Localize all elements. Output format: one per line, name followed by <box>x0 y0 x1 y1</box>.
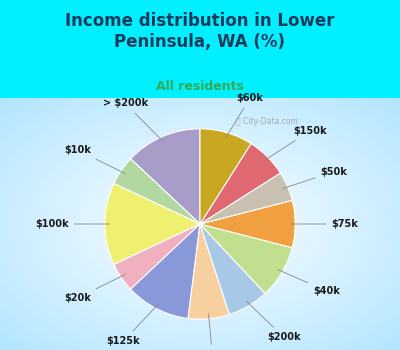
Text: $125k: $125k <box>107 304 158 346</box>
Text: All residents: All residents <box>156 79 244 93</box>
Text: ⓘ City-Data.com: ⓘ City-Data.com <box>236 117 298 126</box>
Text: Income distribution in Lower
Peninsula, WA (%): Income distribution in Lower Peninsula, … <box>65 12 335 51</box>
Text: $10k: $10k <box>64 145 125 174</box>
Text: $75k: $75k <box>290 219 358 229</box>
Wedge shape <box>200 173 292 224</box>
Wedge shape <box>200 224 265 315</box>
Wedge shape <box>131 129 200 224</box>
Wedge shape <box>114 159 200 224</box>
Wedge shape <box>114 224 200 289</box>
Wedge shape <box>131 224 200 318</box>
Text: $50k: $50k <box>283 167 348 188</box>
Wedge shape <box>105 183 200 265</box>
Text: $100k: $100k <box>35 219 110 229</box>
Wedge shape <box>200 144 280 224</box>
Text: $20k: $20k <box>64 274 125 303</box>
Wedge shape <box>200 129 251 224</box>
Wedge shape <box>188 224 230 319</box>
Text: $40k: $40k <box>278 270 340 296</box>
Text: $150k: $150k <box>264 126 326 161</box>
Text: $200k: $200k <box>246 301 300 342</box>
Text: $30k: $30k <box>199 314 226 350</box>
Text: $60k: $60k <box>226 93 264 138</box>
Wedge shape <box>200 224 292 293</box>
Text: > $200k: > $200k <box>103 98 163 142</box>
Wedge shape <box>200 200 295 248</box>
